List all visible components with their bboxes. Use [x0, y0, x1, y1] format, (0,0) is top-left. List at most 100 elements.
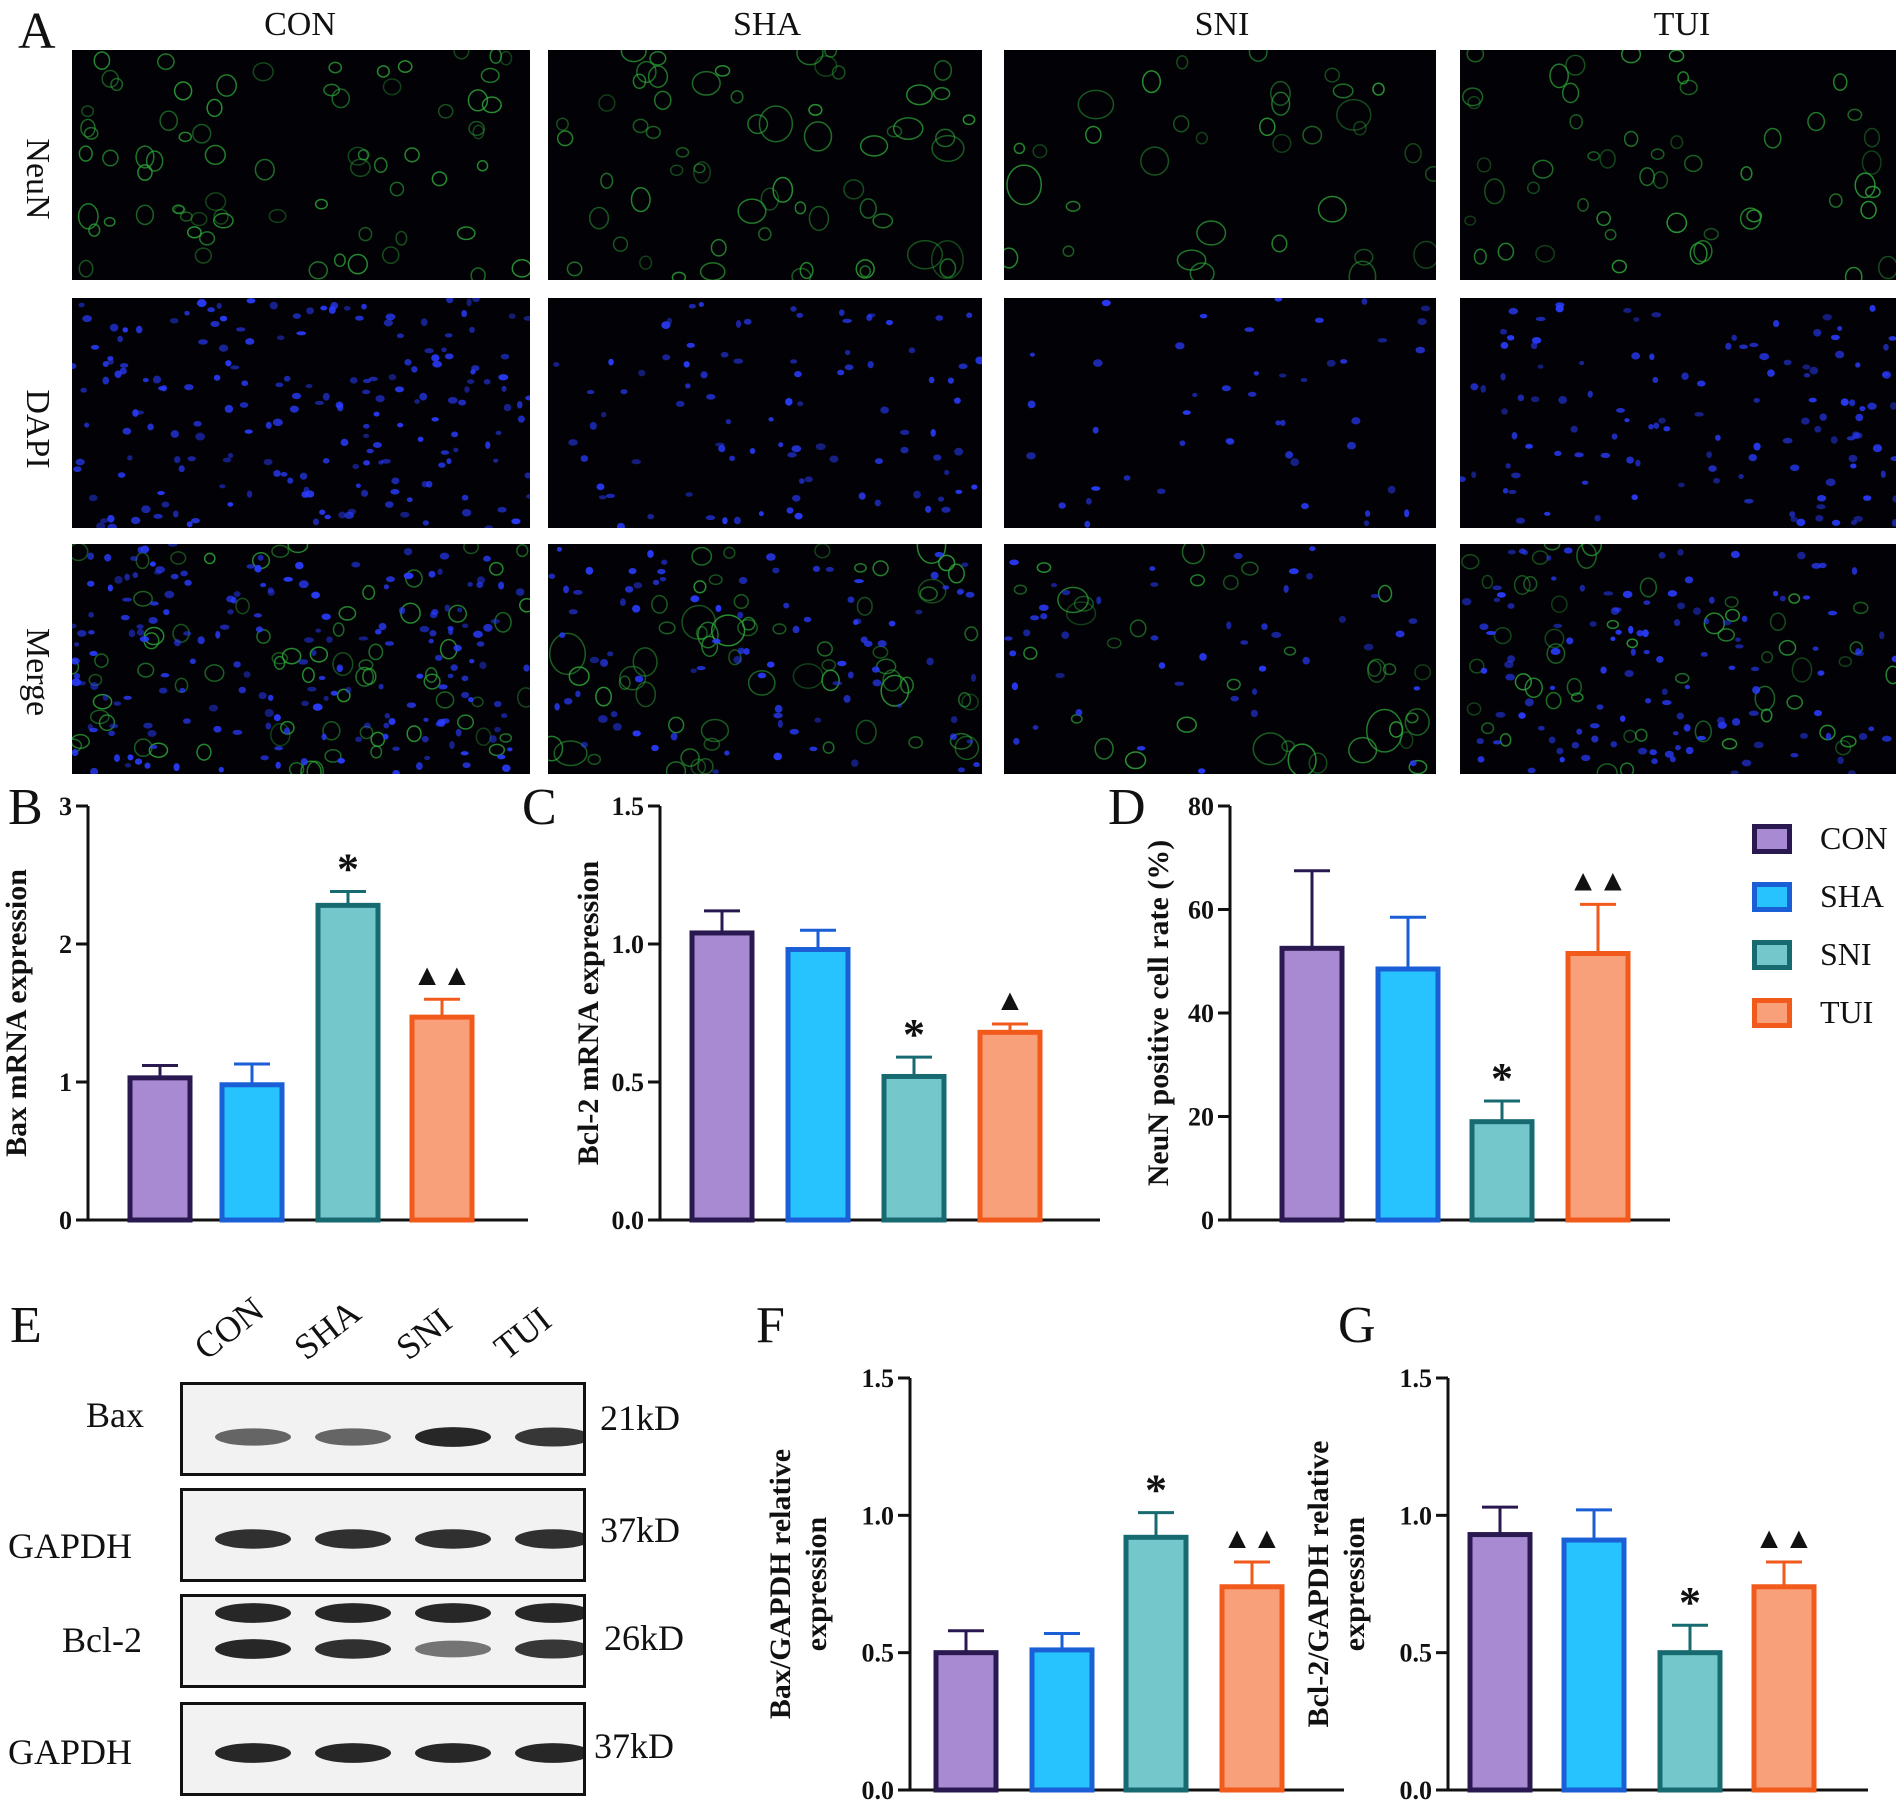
dapi-nucleus — [448, 627, 454, 636]
bar-g-con — [1467, 1532, 1533, 1793]
dapi-nucleus — [1700, 652, 1708, 657]
dapi-nucleus — [944, 469, 950, 476]
neun-cell — [691, 70, 721, 96]
dapi-nucleus — [428, 570, 436, 578]
dapi-nucleus — [580, 741, 588, 748]
bar-d-tui — [1565, 950, 1631, 1223]
neun-cell — [733, 594, 749, 610]
neun-cell — [714, 64, 731, 77]
legend-item-sha: SHA — [1752, 878, 1884, 915]
neun-cell — [647, 65, 669, 89]
neun-cell — [1620, 50, 1642, 64]
bar-b-con — [127, 1075, 193, 1223]
neun-cell — [1176, 716, 1198, 733]
dapi-nucleus — [523, 315, 530, 321]
neun-cell — [103, 216, 116, 227]
dapi-nucleus — [373, 411, 380, 417]
bar-d-con — [1279, 945, 1345, 1223]
bar-g-sha — [1561, 1537, 1627, 1793]
neun-cell — [88, 223, 101, 237]
neun-cell — [906, 239, 944, 270]
dapi-nucleus — [1675, 744, 1681, 751]
dapi-nucleus — [1537, 364, 1544, 369]
dapi-nucleus — [403, 547, 413, 556]
neun-cell — [1348, 260, 1377, 280]
dapi-nucleus — [1858, 733, 1868, 741]
dapi-nucleus — [1790, 752, 1799, 758]
dapi-nucleus — [1853, 515, 1864, 522]
dapi-nucleus — [1868, 726, 1875, 732]
dapi-nucleus — [1819, 413, 1827, 421]
y-tick-label-f: 0.0 — [862, 1776, 895, 1805]
blot-strip-bcl2 — [180, 1594, 586, 1688]
neun-cell — [135, 204, 155, 226]
legend-label-tui: TUI — [1820, 994, 1874, 1030]
neun-cell — [587, 753, 602, 766]
micrograph-neun-con — [72, 50, 530, 280]
neun-cell — [235, 597, 250, 615]
dapi-nucleus — [783, 602, 790, 609]
dapi-nucleus — [170, 430, 179, 438]
neun-cell — [919, 586, 938, 602]
dapi-nucleus — [1479, 623, 1489, 631]
neun-cell — [347, 146, 369, 166]
dapi-nucleus — [114, 575, 123, 584]
significance-marker-b-sni: * — [337, 845, 359, 894]
dapi-nucleus — [245, 338, 255, 345]
dapi-nucleus — [246, 490, 253, 498]
neun-cell — [747, 669, 776, 696]
dapi-nucleus — [306, 307, 314, 315]
dapi-nucleus — [301, 491, 309, 498]
dapi-nucleus — [298, 580, 309, 589]
neun-cell — [431, 171, 448, 187]
neun-cell — [1196, 220, 1227, 246]
neun-cell — [376, 65, 390, 78]
micrograph-dapi-sni — [1004, 298, 1436, 528]
neun-cell — [1863, 127, 1881, 148]
dapi-nucleus — [1507, 655, 1516, 663]
neun-cell — [1367, 660, 1382, 678]
neun-cell — [669, 164, 684, 177]
dapi-nucleus — [1370, 593, 1381, 599]
dapi-nucleus — [797, 401, 804, 407]
neun-cell — [1544, 628, 1565, 649]
neun-cell — [77, 203, 99, 230]
dapi-nucleus — [109, 723, 119, 729]
dapi-nucleus — [1615, 629, 1622, 635]
dapi-nucleus — [1750, 666, 1760, 672]
micrograph-texture — [72, 298, 530, 528]
dapi-nucleus — [1363, 643, 1374, 651]
dapi-nucleus — [1548, 736, 1556, 744]
dapi-nucleus — [631, 459, 642, 465]
dapi-nucleus — [368, 376, 378, 382]
neun-cell — [368, 643, 384, 661]
neun-cell — [254, 158, 275, 181]
dapi-nucleus — [1802, 364, 1811, 370]
dapi-nucleus — [1415, 346, 1426, 354]
neun-cell — [358, 659, 374, 671]
dapi-nucleus — [686, 342, 695, 348]
dapi-nucleus — [812, 565, 821, 572]
blot-bands — [215, 1603, 583, 1659]
dapi-nucleus — [1662, 700, 1672, 706]
dapi-nucleus — [1182, 410, 1191, 415]
dapi-nucleus — [586, 389, 595, 395]
dapi-nucleus — [355, 736, 363, 743]
dapi-nucleus — [515, 588, 525, 596]
dapi-nucleus — [468, 696, 474, 703]
y-tick-label-g: 0.5 — [1400, 1639, 1433, 1668]
neun-cell — [1683, 154, 1703, 173]
dapi-nucleus — [733, 516, 741, 525]
dapi-nucleus — [163, 609, 170, 616]
dapi-nucleus — [1749, 342, 1759, 348]
dapi-nucleus — [415, 762, 423, 771]
dapi-nucleus — [1581, 754, 1591, 762]
neun-cell — [423, 673, 441, 690]
dapi-nucleus — [305, 384, 313, 389]
dapi-nucleus — [1809, 366, 1819, 375]
dapi-nucleus — [483, 623, 493, 632]
dapi-nucleus — [933, 454, 942, 461]
neun-cell — [148, 742, 169, 758]
kd-label-bax: 21kD — [600, 1398, 680, 1438]
neun-cell — [1308, 752, 1328, 774]
